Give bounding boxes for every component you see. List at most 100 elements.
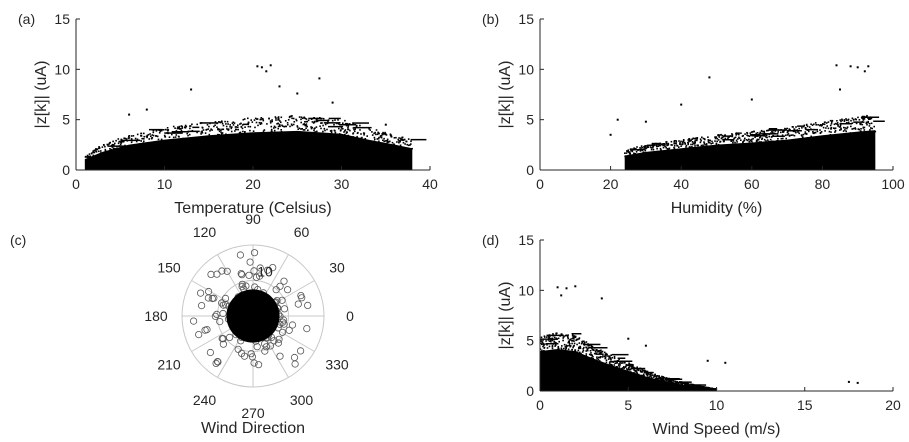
x-axis-label: Humidity (%) [671,200,763,217]
scatter-point [691,146,693,148]
scatter-point [731,133,733,135]
scatter-point [552,333,554,335]
scatter-point [654,380,656,382]
outlier-point [265,70,268,73]
scatter-point [707,141,710,144]
scatter-point [340,138,342,140]
scatter-point [401,138,403,141]
scatter-point [393,144,396,146]
scatter-point [599,356,601,359]
scatter-point [568,344,571,347]
scatter-point [573,357,576,360]
polar-point [213,310,221,318]
scatter-point [201,130,203,132]
scatter-point [766,146,768,148]
y-axis-label: |z[k]| (uA) [497,61,514,129]
scatter-point [178,127,180,129]
scatter-point [734,136,737,139]
scatter-point [274,136,276,138]
scatter-point [822,135,825,138]
scatter-point [381,133,383,135]
scatter-point [142,142,145,144]
scatter-point [232,124,235,126]
scatter-point [623,370,625,372]
scatter-point [147,142,149,144]
scatter-point [578,347,580,350]
polar-point [298,294,306,302]
scatter-point [330,131,333,134]
scatter-point [660,149,662,151]
scatter-point [233,138,236,140]
scatter-point [141,137,143,140]
angle-tick-label: 240 [193,392,217,408]
scatter-point [673,142,675,145]
scatter-point [344,119,346,122]
scatter-point [583,346,585,349]
scatter-point [310,126,312,128]
scatter-point [777,143,779,146]
scatter-point [847,118,850,121]
scatter-point [588,361,591,363]
scatter-point [691,143,694,146]
scatter-point [546,352,549,355]
scatter-point [184,143,187,146]
scatter-point [97,147,100,150]
scatter-point [312,122,315,124]
scatter-point [595,362,597,364]
scatter-point [333,123,335,126]
scatter-point [106,150,108,153]
scatter-point [398,140,400,142]
scatter-point [218,128,221,131]
scatter-point [378,143,381,146]
scatter-point [134,137,137,140]
scatter-point [220,133,223,135]
scatter-point [866,132,868,135]
scatter-point [755,140,758,143]
angle-tick-label: 330 [325,357,349,373]
scatter-point [671,149,673,152]
scatter-point [716,137,719,140]
scatter-point [566,351,568,354]
scatter-point [275,117,277,120]
angle-tick-label: 30 [329,260,345,276]
scatter-point [384,133,386,136]
polar-point [198,301,206,310]
scatter-point [581,355,583,357]
scatter-point [262,130,265,132]
scatter-dash [786,130,802,132]
scatter-point [750,131,753,133]
scatter-point [177,126,179,128]
x-tick-label: 0 [536,176,544,192]
scatter-point [715,142,718,145]
scatter-point [585,354,588,357]
scatter-point [656,147,658,150]
polar-point [279,316,288,324]
scatter-point [693,386,695,388]
scatter-point [659,377,662,379]
scatter-point [573,338,575,340]
scatter-point [654,378,657,380]
scatter-point [181,125,183,128]
scatter-point [605,366,608,368]
scatter-point [221,122,224,125]
scatter-point [540,336,543,339]
scatter-point [628,362,630,364]
scatter-point [597,363,599,366]
scatter-point [598,349,601,352]
scatter-point [389,134,392,136]
scatter-dash [588,347,608,349]
scatter-point [633,369,635,371]
scatter-dash [768,128,778,130]
scatter-point [303,133,305,135]
scatter-point [793,139,795,142]
scatter-point [872,134,875,137]
scatter-point [777,140,779,142]
scatter-point [645,370,648,373]
scatter-point [555,332,557,335]
scatter-point [284,120,287,122]
scatter-point [320,127,322,130]
scatter-point [627,149,630,151]
scatter-point [574,335,577,338]
scatter-point [615,362,618,364]
scatter-point [854,127,856,129]
